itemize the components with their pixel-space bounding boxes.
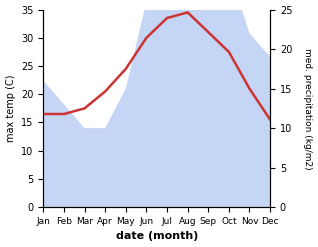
X-axis label: date (month): date (month): [115, 231, 198, 242]
Y-axis label: max temp (C): max temp (C): [5, 75, 16, 142]
Y-axis label: med. precipitation (kg/m2): med. precipitation (kg/m2): [303, 48, 313, 169]
